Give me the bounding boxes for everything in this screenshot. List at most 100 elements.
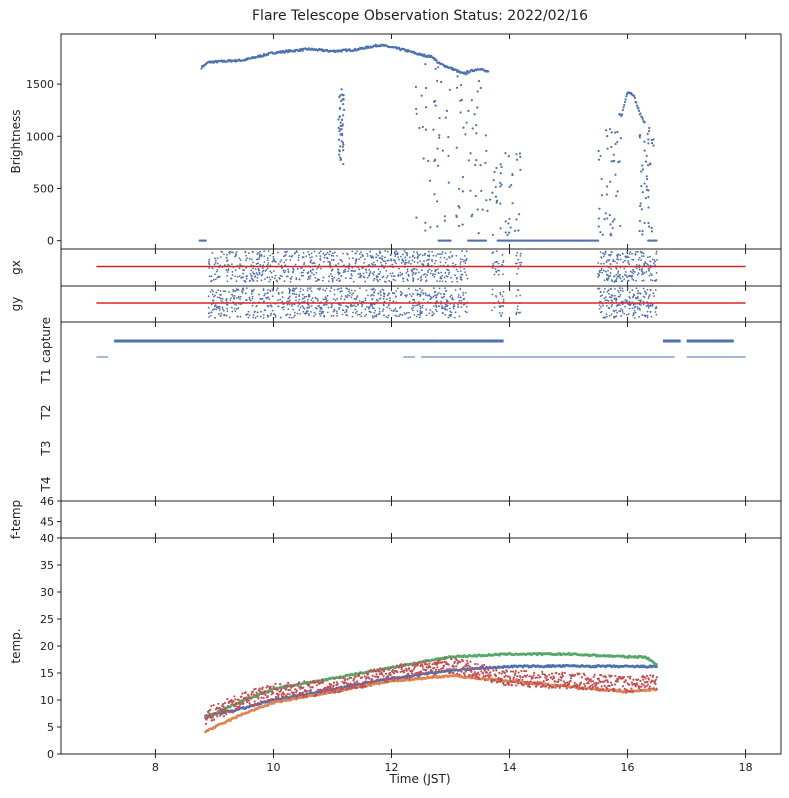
gx-point xyxy=(372,273,375,276)
temp-point xyxy=(447,663,450,666)
gy-point xyxy=(381,310,384,313)
temp-point xyxy=(321,678,324,681)
gx-point xyxy=(619,258,622,261)
gx-point xyxy=(392,275,395,278)
gy-point xyxy=(631,289,634,292)
gy-point xyxy=(360,311,363,314)
gy-point xyxy=(288,291,291,293)
temp-point xyxy=(240,695,243,698)
temp-point xyxy=(339,690,342,693)
temp-point xyxy=(263,700,266,703)
temp-point xyxy=(212,718,216,721)
gy-point xyxy=(268,298,271,301)
brightness-point xyxy=(499,185,502,188)
gx-point xyxy=(451,255,454,258)
gx-point xyxy=(351,250,354,253)
gx-point xyxy=(495,270,498,273)
gy-point xyxy=(338,303,341,306)
temp-point xyxy=(543,674,547,677)
gy-point xyxy=(378,307,381,310)
temp-point xyxy=(468,665,472,669)
gx-point xyxy=(495,261,498,264)
temp-point xyxy=(524,675,527,678)
temp-point xyxy=(591,686,594,689)
temp-point xyxy=(412,675,415,678)
temp-point xyxy=(280,688,283,691)
gx-point xyxy=(366,276,369,279)
gy-point xyxy=(457,303,459,306)
temp-point xyxy=(545,675,549,678)
gx-point xyxy=(444,271,447,274)
gx-point xyxy=(256,253,259,256)
temp-point xyxy=(480,670,483,673)
temp-point xyxy=(595,683,598,686)
temp-point xyxy=(272,692,275,695)
gy-point xyxy=(319,287,321,290)
temp-point xyxy=(333,691,337,694)
temp-point xyxy=(248,702,251,705)
gy-point xyxy=(215,291,218,294)
gx-point xyxy=(412,278,415,281)
temp-point xyxy=(556,684,559,687)
gx-point xyxy=(501,254,504,256)
brightness-point xyxy=(341,141,345,144)
gx-point xyxy=(331,252,334,255)
gy-point xyxy=(615,305,618,308)
temp-point xyxy=(435,663,439,666)
gy-point xyxy=(208,316,210,318)
temp-point xyxy=(474,662,477,666)
gy-point xyxy=(434,308,437,311)
gx-point xyxy=(622,261,625,264)
gy-point xyxy=(212,290,214,293)
temp-point xyxy=(509,679,512,683)
gy-point xyxy=(286,300,289,303)
temp-point xyxy=(613,683,617,686)
temp-point xyxy=(250,693,253,696)
gy-point xyxy=(371,315,374,318)
gy-point xyxy=(450,294,453,297)
gx-point xyxy=(390,258,393,261)
gx-point xyxy=(297,254,300,257)
gx-point xyxy=(398,267,401,270)
gy-point xyxy=(515,295,518,297)
brightness-point xyxy=(476,208,479,211)
temp-point xyxy=(569,677,573,680)
gy-point xyxy=(343,298,346,301)
gy-point xyxy=(299,290,302,293)
temp-point xyxy=(245,696,248,699)
gx-point xyxy=(393,251,396,253)
gx-point xyxy=(494,267,497,270)
gx-point xyxy=(303,269,305,272)
y-tick-label: 0 xyxy=(47,748,54,761)
gx-point xyxy=(390,280,393,283)
brightness-point xyxy=(619,224,622,228)
temp-point xyxy=(332,684,335,687)
gy-point xyxy=(231,310,234,313)
gy-point xyxy=(610,313,613,316)
temp-point xyxy=(258,687,261,690)
gx-point xyxy=(647,267,650,270)
gy-point xyxy=(404,294,406,297)
temp-point xyxy=(583,682,586,686)
gy-point xyxy=(282,308,285,311)
temp-point xyxy=(413,666,416,669)
gx-point xyxy=(350,277,352,280)
gx-point xyxy=(355,260,358,263)
temp-point xyxy=(511,680,514,683)
brightness-point xyxy=(433,159,436,163)
brightness-point xyxy=(341,93,344,96)
gy-point xyxy=(419,312,422,315)
gx-point xyxy=(263,250,266,253)
gx-point xyxy=(300,274,303,277)
brightness-point xyxy=(507,154,510,158)
temp-point xyxy=(383,680,387,683)
gy-point xyxy=(252,314,255,316)
gx-point xyxy=(498,269,500,272)
gy-point xyxy=(459,288,462,291)
gx-point xyxy=(631,258,634,261)
gy-point xyxy=(325,303,328,306)
temp-point xyxy=(265,686,268,689)
gx-point xyxy=(517,258,519,261)
gy-point xyxy=(210,303,213,306)
gx-point xyxy=(363,261,365,264)
